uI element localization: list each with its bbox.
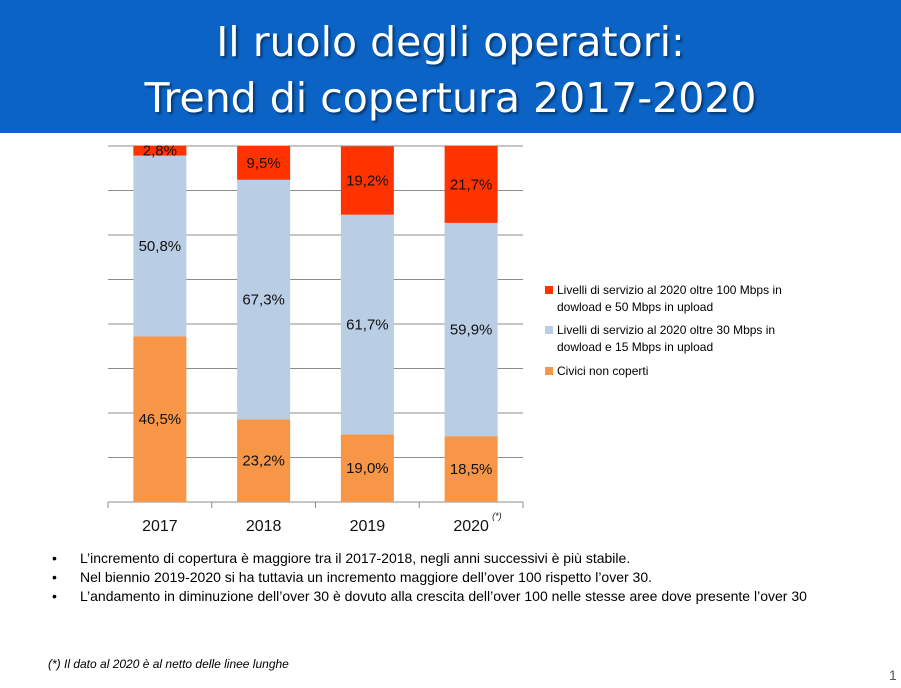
data-label: 23,2% — [242, 453, 285, 470]
page-title-line-2: Trend di copertura 2017-2020 — [144, 74, 757, 122]
bar-segment — [133, 336, 187, 502]
legend-label-civici: Civici non coperti — [557, 364, 649, 378]
title-bar: Il ruolo degli operatori: Trend di coper… — [0, 0, 901, 133]
data-label: 18,5% — [450, 461, 493, 478]
bar-segment — [340, 146, 394, 215]
bullet-item: • L’andamento in diminuzione dell’over 3… — [52, 587, 852, 606]
bar-segment — [444, 145, 498, 223]
x-tick-note: (*) — [492, 511, 502, 521]
data-label: 21,7% — [450, 176, 493, 193]
bar-segment — [133, 155, 187, 337]
bar-segment — [444, 436, 498, 502]
x-tick-label: 2017 — [142, 518, 178, 535]
data-label: 19,0% — [346, 460, 389, 477]
legend-swatch-over30 — [545, 326, 553, 334]
x-tick-label: 2019 — [350, 518, 386, 535]
page-title-line-1: Il ruolo degli operatori: — [216, 18, 685, 66]
legend-label-over30: Livelli di servizio al 2020 oltre 30 Mbp… — [557, 323, 776, 354]
legend-swatch-civici — [545, 367, 553, 375]
bar-segment — [444, 222, 498, 437]
page-number: 1 — [889, 667, 897, 683]
bar-segment — [340, 214, 394, 435]
bullet-list: • L’incremento di copertura è maggiore t… — [52, 549, 852, 606]
data-label: 67,3% — [242, 292, 285, 309]
bullet-item: • Nel biennio 2019-2020 si ha tuttavia u… — [52, 568, 852, 587]
bullet-text: L’incremento di copertura è maggiore tra… — [80, 550, 631, 566]
data-label: 2,8% — [143, 143, 177, 160]
bar-segment — [237, 419, 291, 502]
bullet-marker: • — [52, 550, 57, 566]
data-label: 59,9% — [450, 322, 493, 339]
data-label: 46,5% — [139, 411, 182, 428]
x-tick-label: 2018 — [246, 518, 282, 535]
legend-swatch-over100 — [545, 286, 553, 294]
data-label: 50,8% — [139, 238, 182, 255]
bullet-marker: • — [52, 588, 57, 604]
data-label: 61,7% — [346, 317, 389, 334]
bar-segment — [237, 179, 291, 420]
data-label: 19,2% — [346, 173, 389, 190]
bullet-marker: • — [52, 569, 57, 585]
stacked-bar-chart: 46,5% 50,8% 2,8% 2017 23,2% 67,3% 9,5% 2018 19,0… — [107, 143, 524, 535]
data-label: 9,5% — [247, 155, 281, 172]
bar-segment — [237, 146, 291, 180]
legend-label-over100: Livelli di servizio al 2020 oltre 100 Mb… — [557, 283, 782, 314]
bar-segment — [340, 434, 394, 502]
bullet-item: • L’incremento di copertura è maggiore t… — [52, 549, 852, 568]
bar-segment — [133, 145, 187, 156]
bullet-text: L’andamento in diminuzione dell’over 30 … — [80, 588, 807, 604]
bullet-text: Nel biennio 2019-2020 si ha tuttavia un … — [80, 569, 653, 585]
x-tick-label: 2020 — [453, 518, 489, 535]
footnote: (*) Il dato al 2020 è al netto delle lin… — [48, 657, 289, 671]
